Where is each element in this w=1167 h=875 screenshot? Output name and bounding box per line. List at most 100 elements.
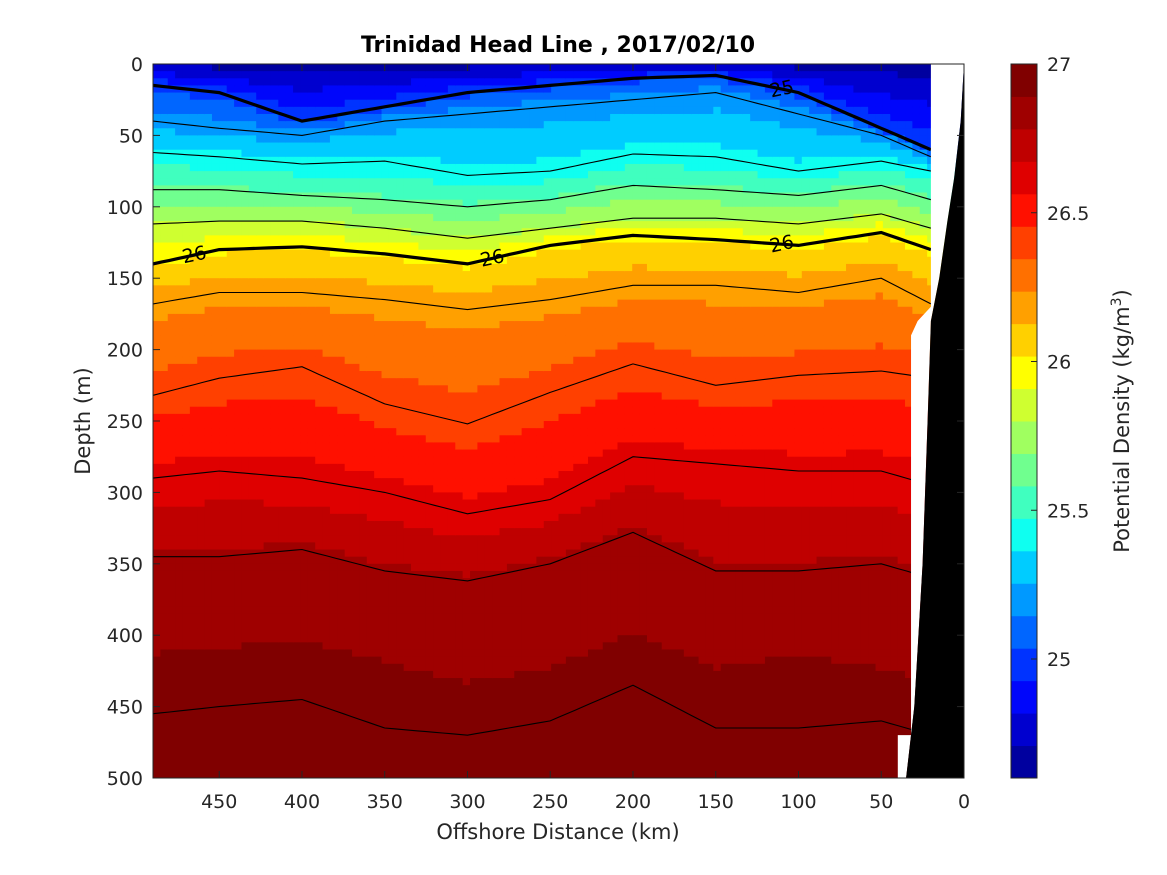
density-cell bbox=[462, 678, 471, 686]
density-cell bbox=[499, 228, 508, 236]
density-cell bbox=[484, 99, 493, 108]
density-cell bbox=[234, 292, 243, 301]
density-cell bbox=[160, 670, 169, 679]
density-cell bbox=[366, 763, 375, 772]
density-cell bbox=[175, 256, 184, 265]
density-cell bbox=[403, 278, 412, 286]
density-cell bbox=[470, 71, 478, 79]
density-cell bbox=[514, 421, 523, 429]
density-cell bbox=[329, 520, 338, 529]
density-cell bbox=[418, 71, 427, 79]
density-cell bbox=[514, 499, 523, 508]
density-cell bbox=[411, 399, 420, 408]
density-cell bbox=[506, 328, 515, 336]
density-cell bbox=[470, 135, 478, 144]
density-cell bbox=[425, 649, 434, 658]
density-cell bbox=[263, 363, 272, 372]
density-cell bbox=[418, 192, 427, 201]
density-cell bbox=[219, 592, 228, 601]
density-cell bbox=[440, 592, 449, 601]
density-cell bbox=[167, 392, 176, 401]
density-cell bbox=[374, 385, 383, 394]
density-cell bbox=[506, 285, 515, 294]
density-cell bbox=[374, 585, 383, 593]
density-cell bbox=[447, 556, 456, 565]
density-cell bbox=[322, 606, 331, 615]
density-cell bbox=[337, 278, 346, 286]
density-cell bbox=[293, 720, 302, 729]
density-cell bbox=[470, 485, 478, 493]
density-cell bbox=[167, 399, 176, 408]
density-cell bbox=[374, 263, 383, 272]
density-cell bbox=[248, 585, 257, 593]
density-cell bbox=[462, 649, 471, 658]
density-cell bbox=[189, 742, 198, 751]
density-cell bbox=[182, 563, 191, 572]
density-cell bbox=[315, 728, 324, 736]
density-cell bbox=[219, 542, 228, 551]
density-cell bbox=[396, 313, 405, 322]
density-cell bbox=[337, 85, 346, 94]
density-cell bbox=[256, 71, 265, 79]
density-cell bbox=[344, 278, 353, 286]
density-cell bbox=[263, 78, 272, 87]
density-cell bbox=[366, 556, 375, 565]
density-cell bbox=[175, 363, 184, 372]
density-cell bbox=[477, 635, 486, 643]
density-cell bbox=[366, 92, 375, 101]
density-cell bbox=[167, 192, 176, 201]
density-cell bbox=[381, 328, 390, 336]
density-cell bbox=[270, 171, 279, 179]
density-cell bbox=[403, 335, 412, 344]
density-cell bbox=[234, 328, 243, 336]
density-cell bbox=[366, 292, 375, 301]
density-cell bbox=[359, 92, 368, 101]
density-cell bbox=[307, 635, 316, 643]
density-cell bbox=[307, 606, 316, 615]
density-cell bbox=[359, 349, 368, 358]
density-cell bbox=[506, 749, 515, 758]
density-cell bbox=[160, 413, 169, 422]
density-cell bbox=[153, 271, 161, 279]
density-cell bbox=[293, 392, 302, 401]
density-cell bbox=[359, 206, 368, 215]
density-cell bbox=[374, 542, 383, 551]
density-cell bbox=[204, 149, 213, 158]
density-cell bbox=[344, 406, 353, 415]
density-cell bbox=[241, 149, 250, 158]
density-cell bbox=[278, 678, 287, 686]
density-cell bbox=[219, 128, 228, 136]
density-cell bbox=[403, 356, 412, 365]
density-cell bbox=[418, 535, 427, 543]
density-cell bbox=[285, 456, 294, 465]
density-cell bbox=[204, 328, 213, 336]
density-cell bbox=[160, 442, 169, 451]
density-cell bbox=[433, 706, 442, 715]
density-cell bbox=[315, 485, 324, 493]
density-cell bbox=[263, 406, 272, 415]
density-cell bbox=[167, 663, 176, 672]
density-cell bbox=[285, 513, 294, 522]
density-cell bbox=[374, 599, 383, 608]
density-cell bbox=[285, 735, 294, 743]
density-cell bbox=[182, 349, 191, 358]
density-cell bbox=[366, 435, 375, 444]
density-cell bbox=[462, 685, 471, 693]
density-cell bbox=[484, 492, 493, 501]
density-cell bbox=[182, 171, 191, 179]
density-cell bbox=[396, 106, 405, 115]
density-cell bbox=[278, 770, 287, 778]
density-cell bbox=[315, 228, 324, 236]
density-cell bbox=[366, 442, 375, 451]
density-cell bbox=[388, 321, 397, 329]
density-cell bbox=[189, 99, 198, 108]
density-cell bbox=[447, 635, 456, 643]
density-cell bbox=[418, 378, 427, 386]
density-cell bbox=[293, 563, 302, 572]
density-cell bbox=[189, 156, 198, 165]
density-cell bbox=[153, 563, 161, 572]
density-cell bbox=[396, 271, 405, 279]
density-cell bbox=[307, 206, 316, 215]
density-cell bbox=[226, 213, 235, 222]
density-cell bbox=[492, 278, 501, 286]
